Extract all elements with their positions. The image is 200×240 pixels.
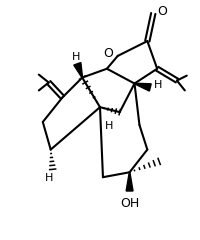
Polygon shape [74, 63, 83, 78]
Text: O: O [103, 48, 113, 60]
Text: O: O [157, 5, 167, 18]
Polygon shape [134, 83, 151, 91]
Text: H: H [154, 80, 163, 90]
Polygon shape [126, 172, 133, 191]
Text: OH: OH [120, 197, 139, 210]
Text: H: H [45, 173, 53, 183]
Text: H: H [105, 121, 113, 131]
Text: H: H [72, 52, 81, 62]
